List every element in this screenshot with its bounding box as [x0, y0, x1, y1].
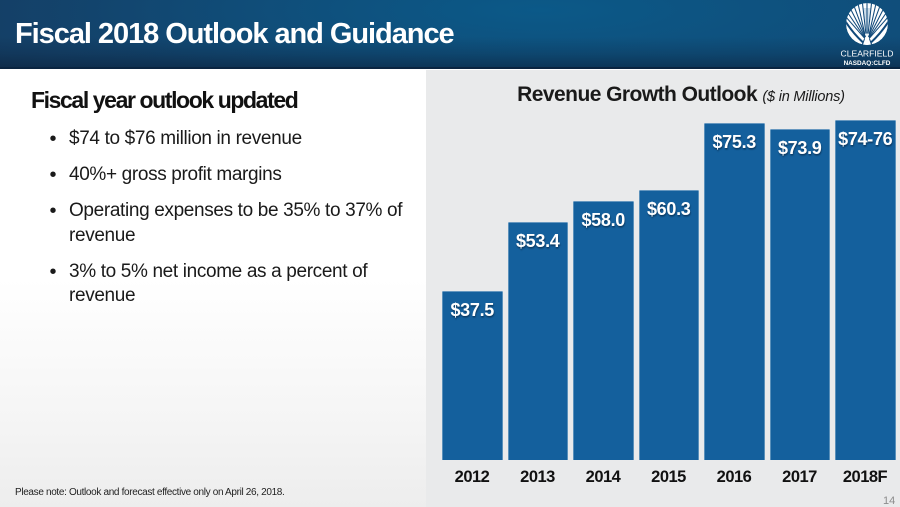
- svg-text:NASDAQ:CLFD: NASDAQ:CLFD: [844, 60, 891, 66]
- svg-text:CLEARFIELD: CLEARFIELD: [840, 49, 893, 59]
